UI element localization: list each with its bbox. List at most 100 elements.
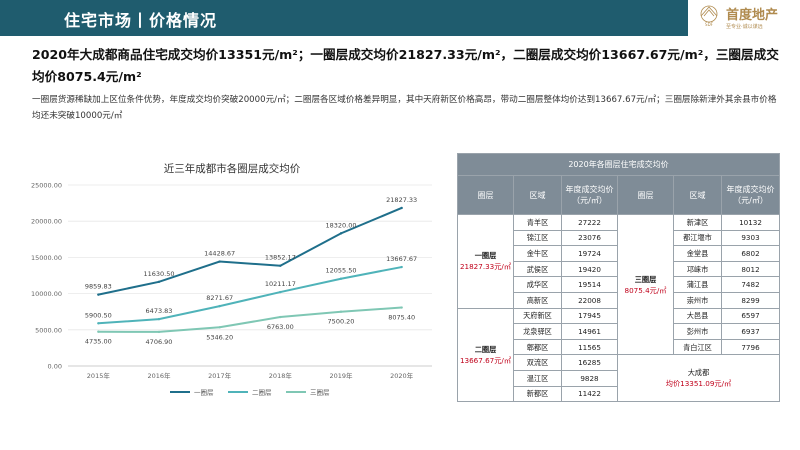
data-point xyxy=(279,315,282,319)
description: 一圈层货源稀缺加上区位条件优势，年度成交均价突破20000元/㎡；二圈层各区域价… xyxy=(32,95,777,121)
area-cell: 金堂县 xyxy=(673,245,722,262)
logo-slogan: 至专业·诚以谋远 xyxy=(726,24,763,30)
y-tick-label: 20000.00 xyxy=(31,218,62,226)
price-cell: 19420 xyxy=(561,260,618,278)
area-cell: 温江区 xyxy=(513,369,562,387)
area-cell: 大邑县 xyxy=(673,307,722,325)
area-cell: 蒲江县 xyxy=(673,276,722,293)
price-table-grid: 2020年各圈层住宅成交均价 圈层 区域 年度成交均价（元/㎡） 圈层 区域 年度成交均价… xyxy=(456,153,781,403)
area-cell: 双流区 xyxy=(513,354,562,371)
series-line-3 xyxy=(98,306,402,333)
table-row: 温江区 9828 xyxy=(458,369,780,387)
data-label: 8075.40 xyxy=(388,314,415,322)
column-header: 圈层 xyxy=(457,175,514,215)
x-tick-label: 2018年 xyxy=(269,371,293,380)
data-label: 13667.67 xyxy=(386,255,417,263)
area-cell: 新都区 xyxy=(513,385,562,403)
y-tick-label: 5000.00 xyxy=(35,326,62,334)
x-tick-label: 2016年 xyxy=(147,371,171,380)
area-cell: 天府新区 xyxy=(513,307,562,325)
area-cell: 彭州市 xyxy=(673,323,722,340)
price-cell: 27222 xyxy=(561,214,618,231)
price-cell: 6597 xyxy=(720,307,781,325)
y-tick-label: 10000.00 xyxy=(31,290,62,298)
column-header: 区域 xyxy=(513,175,562,215)
data-label: 21827.33 xyxy=(386,196,417,204)
data-label: 9859.83 xyxy=(85,283,112,291)
table-row: 成华区 19514 蒲江县 7482 xyxy=(458,276,781,293)
data-point xyxy=(157,280,161,283)
price-cell: 22008 xyxy=(561,291,618,309)
series-line-1 xyxy=(98,207,403,296)
price-cell: 17945 xyxy=(561,307,618,325)
ring-cell: 二圈层 13667.67元/㎡ xyxy=(457,307,514,403)
data-point xyxy=(97,293,100,296)
table-caption: 2020年各圈层住宅成交均价 xyxy=(456,153,781,176)
data-label: 6473.83 xyxy=(146,307,173,315)
data-point xyxy=(339,310,343,313)
price-cell: 6802 xyxy=(720,245,781,262)
area-cell: 邛崃市 xyxy=(673,260,722,278)
data-point xyxy=(279,290,282,294)
area-cell: 崇州市 xyxy=(673,291,722,309)
data-point xyxy=(157,330,161,334)
data-label: 6763.00 xyxy=(267,323,294,331)
column-header: 年度成交均价（元/㎡） xyxy=(561,175,618,215)
chart-svg: 近三年成都市各圈层成交均价 0.00 5000.00 10000.00 15000.00… xyxy=(31,162,432,397)
company-logo: SDF 首度地产 至专业·诚以谋远 xyxy=(688,0,800,36)
data-label: 18320.00 xyxy=(325,221,356,229)
area-cell: 成华区 xyxy=(513,276,562,293)
area-cell: 高新区 xyxy=(513,291,562,309)
data-point xyxy=(218,326,221,329)
x-tick-label: 2019年 xyxy=(329,371,353,380)
data-point xyxy=(218,304,221,308)
data-label: 11630.50 xyxy=(143,270,174,278)
price-cell: 14961 xyxy=(561,323,618,340)
ring-name: 三圈层 xyxy=(634,274,657,284)
area-cell: 青羊区 xyxy=(513,214,562,231)
ring-cell: 三圈层 8075.4元/㎡ xyxy=(617,213,674,356)
table-row: 武侯区 19420 邛崃市 8012 xyxy=(458,260,781,278)
table-row: 一圈层 21827.33元/㎡ 青羊区 27222 三圈层 8075.4元/㎡ 新津区 101… xyxy=(457,213,781,356)
area-cell: 武侯区 xyxy=(513,260,562,278)
column-header: 圈层 xyxy=(617,175,674,215)
ring-name: 一圈层 xyxy=(474,251,497,261)
x-tick-label: 2015年 xyxy=(87,371,111,380)
column-header: 区域 xyxy=(673,175,722,215)
data-point xyxy=(400,306,403,309)
price-cell: 9303 xyxy=(720,229,781,247)
data-label: 5900.50 xyxy=(85,311,112,319)
data-label: 14428.67 xyxy=(204,250,235,258)
total-name: 大成都 xyxy=(687,368,710,378)
area-cell: 青白江区 xyxy=(673,338,722,356)
area-cell: 新津区 xyxy=(673,214,722,231)
data-label: 4735.00 xyxy=(85,338,112,346)
total-cell: 大成都 均价13351.09元/㎡ xyxy=(616,354,781,403)
y-tick-label: 25000.00 xyxy=(31,182,62,190)
price-cell: 11422 xyxy=(561,385,618,403)
price-cell: 23076 xyxy=(561,229,618,247)
price-cell: 11565 xyxy=(561,338,618,356)
logo-name: 首度地产 xyxy=(726,8,779,23)
data-label: 5346.20 xyxy=(206,333,233,341)
table-row: 龙泉驿区 14961 彭州市 6937 xyxy=(458,323,781,340)
table-row: 新都区 11422 xyxy=(458,385,780,403)
area-cell: 郫都区 xyxy=(513,338,562,356)
ring-average: 21827.33元/㎡ xyxy=(459,262,512,272)
data-point xyxy=(218,260,221,263)
header-bar: 住宅市场丨价格情况 xyxy=(0,0,800,36)
total-average: 均价13351.09元/㎡ xyxy=(665,379,732,389)
data-label: 8271.67 xyxy=(206,294,233,302)
price-cell: 9828 xyxy=(561,369,618,387)
price-cell: 19514 xyxy=(561,276,618,293)
chart-title: 近三年成都市各圈层成交均价 xyxy=(164,162,301,175)
series-line-2 xyxy=(98,266,402,325)
column-header: 年度成交均价（元/㎡） xyxy=(720,175,781,215)
price-cell: 10132 xyxy=(720,214,781,231)
price-cell: 16285 xyxy=(561,354,618,371)
data-label: 4706.90 xyxy=(146,338,173,346)
data-label: 10211.17 xyxy=(265,280,296,288)
data-point xyxy=(279,264,282,267)
legend-label: 三圈层 xyxy=(310,389,330,397)
data-point xyxy=(97,322,100,325)
